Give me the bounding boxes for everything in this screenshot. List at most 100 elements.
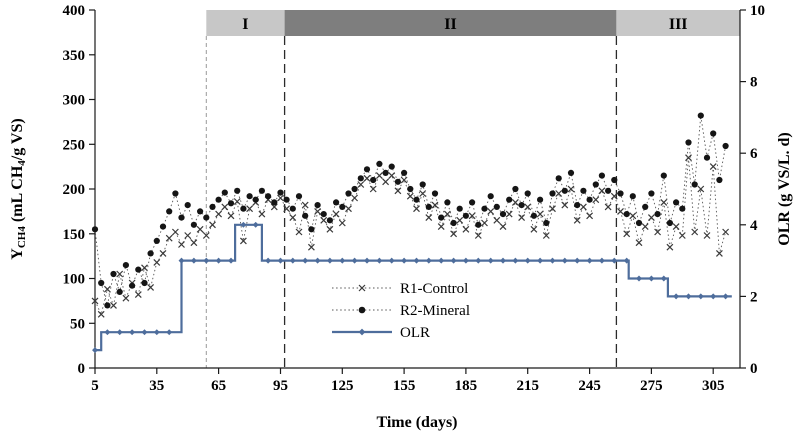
olr-marker xyxy=(487,257,494,264)
olr-marker xyxy=(685,293,692,300)
y-axis-left-title: YCH4 (mL CH4/g VS) xyxy=(9,118,28,259)
olr-marker xyxy=(289,257,296,264)
olr-marker xyxy=(252,221,259,228)
x-tick-label: 185 xyxy=(455,378,478,394)
olr-marker xyxy=(376,257,383,264)
olr-marker xyxy=(710,293,717,300)
x-tick-label: 245 xyxy=(578,378,601,394)
olr-marker xyxy=(339,257,346,264)
olr-marker xyxy=(673,293,680,300)
olr-marker xyxy=(364,257,370,264)
olr-marker xyxy=(537,257,544,264)
olr-marker xyxy=(438,257,445,264)
olr-marker xyxy=(228,257,234,264)
y-left-tick-label: 200 xyxy=(63,182,86,198)
olr-marker xyxy=(475,257,482,264)
y-left-tick-label: 150 xyxy=(63,227,86,243)
x-tick-label: 275 xyxy=(640,378,663,394)
legend-item-r1-control: R1-Control xyxy=(332,281,468,297)
legend-label: OLR xyxy=(400,325,430,341)
olr-marker xyxy=(203,257,210,264)
olr-marker xyxy=(314,257,321,264)
y-right-tick-label: 6 xyxy=(750,146,758,162)
olr-marker xyxy=(116,329,123,336)
x-tick-label: 215 xyxy=(516,378,539,394)
olr-marker xyxy=(351,257,358,264)
y-left-tick-label: 300 xyxy=(63,93,86,109)
r1-control-series xyxy=(91,154,730,318)
olr-marker xyxy=(129,329,136,336)
phase-band-II: II xyxy=(284,10,617,36)
olr-marker xyxy=(549,257,556,264)
axes: 5 35 65 95 125 155 185 215 245 275 305050100150200… xyxy=(63,3,766,394)
legend-olr-marker xyxy=(358,328,366,336)
olr-marker xyxy=(153,329,160,336)
olr-marker xyxy=(598,257,605,264)
y-left-tick-label: 350 xyxy=(63,48,86,64)
x-tick-label: 125 xyxy=(331,378,354,394)
olr-marker xyxy=(500,257,506,264)
y-right-tick-label: 10 xyxy=(750,3,765,19)
olr-marker xyxy=(425,257,432,264)
olr-marker xyxy=(524,257,531,264)
olr-marker xyxy=(277,257,284,264)
olr-marker xyxy=(586,257,593,264)
x-tick-label: 305 xyxy=(702,378,725,394)
olr-marker xyxy=(388,257,395,264)
legend-label: R2-Mineral xyxy=(400,303,470,319)
y-right-tick-label: 8 xyxy=(750,75,758,91)
phase-label: III xyxy=(669,16,688,33)
x-tick-label: 95 xyxy=(273,378,288,394)
olr-marker xyxy=(722,293,729,300)
olr-marker xyxy=(326,257,333,264)
r2-mineral-series-line xyxy=(94,115,727,306)
phase-label: II xyxy=(444,16,456,33)
r2-mineral-series xyxy=(91,112,729,309)
olr-marker xyxy=(413,257,420,264)
x-tick-label: 35 xyxy=(149,378,164,394)
olr-marker xyxy=(166,329,173,336)
x-tick-label: 65 xyxy=(211,378,226,394)
y-right-tick-label: 2 xyxy=(750,289,758,305)
olr-marker xyxy=(104,329,111,336)
olr-marker xyxy=(697,293,704,300)
olr-marker xyxy=(178,257,185,264)
y-left-tick-label: 50 xyxy=(70,316,85,332)
legend: R1-Control R2-Mineral OLR xyxy=(332,281,470,341)
y-right-tick-label: 4 xyxy=(750,218,758,234)
y-left-tick-label: 100 xyxy=(63,272,86,288)
olr-marker xyxy=(265,257,272,264)
phase-label: I xyxy=(242,16,248,33)
olr-marker xyxy=(574,257,581,264)
olr-marker xyxy=(636,275,642,282)
x-tick-label: 155 xyxy=(393,378,416,394)
olr-marker xyxy=(302,257,309,264)
legend-item-olr: OLR xyxy=(332,325,430,341)
olr-marker xyxy=(141,329,148,336)
olr-marker xyxy=(561,257,568,264)
olr-marker xyxy=(648,275,655,282)
x-tick-label: 5 xyxy=(91,378,99,394)
y-left-tick-label: 400 xyxy=(63,3,86,19)
legend-item-r2-mineral: R2-Mineral xyxy=(332,303,470,319)
legend-circle-marker xyxy=(358,306,366,314)
y-right-tick-label: 0 xyxy=(750,361,758,377)
y-axis-right-title: OLR (g VS/L. d) xyxy=(776,132,793,246)
olr-marker xyxy=(660,275,667,282)
olr-marker xyxy=(401,257,408,264)
olr-marker xyxy=(190,257,197,264)
phase-band-I: I xyxy=(206,10,285,36)
olr-marker xyxy=(450,257,457,264)
phase-band-III: III xyxy=(616,10,740,36)
x-axis-title: Time (days) xyxy=(376,414,457,431)
olr-marker xyxy=(92,347,98,354)
olr-marker xyxy=(512,257,519,264)
legend-label: R1-Control xyxy=(400,281,468,297)
y-left-tick-label: 250 xyxy=(63,137,86,153)
olr-marker xyxy=(215,257,222,264)
olr-marker xyxy=(462,257,469,264)
y-left-tick-label: 0 xyxy=(78,361,86,377)
